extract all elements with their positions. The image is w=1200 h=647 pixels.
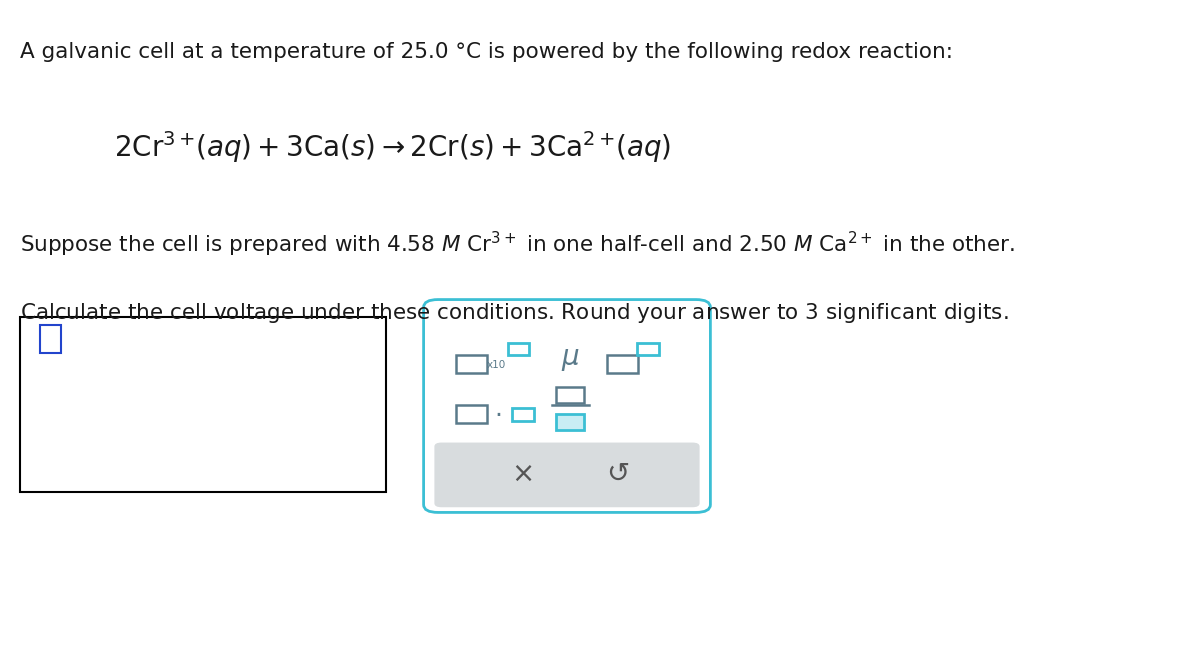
Text: x10: x10 bbox=[487, 360, 506, 370]
Text: $\mu$: $\mu$ bbox=[560, 345, 580, 373]
FancyBboxPatch shape bbox=[434, 443, 700, 507]
Bar bbox=[556, 414, 584, 430]
Text: $\cdot$: $\cdot$ bbox=[494, 402, 502, 426]
Text: Calculate the cell voltage under these conditions. Round your answer to $3$ sign: Calculate the cell voltage under these c… bbox=[20, 301, 1009, 325]
Text: $\times$: $\times$ bbox=[511, 459, 533, 488]
Bar bbox=[456, 355, 487, 373]
Bar bbox=[456, 405, 487, 423]
Bar bbox=[556, 386, 584, 402]
Bar bbox=[607, 355, 638, 373]
Text: Suppose the cell is prepared with 4.58 $\mathit{M}$ $\mathrm{Cr}^{3+}$ in one ha: Suppose the cell is prepared with 4.58 $… bbox=[20, 230, 1015, 259]
Text: A galvanic cell at a temperature of 25.0 °C is powered by the following redox re: A galvanic cell at a temperature of 25.0… bbox=[20, 42, 953, 62]
Bar bbox=[637, 343, 659, 355]
FancyBboxPatch shape bbox=[424, 300, 710, 512]
Bar bbox=[40, 325, 61, 353]
Text: $2\mathrm{Cr}^{3+}\!\left(\mathit{aq}\right)+3\mathrm{Ca}\left(\mathit{s}\right): $2\mathrm{Cr}^{3+}\!\left(\mathit{aq}\ri… bbox=[114, 129, 671, 165]
Bar bbox=[512, 408, 534, 421]
Text: ↺: ↺ bbox=[606, 459, 630, 488]
Bar bbox=[508, 343, 529, 355]
Bar bbox=[20, 317, 386, 492]
